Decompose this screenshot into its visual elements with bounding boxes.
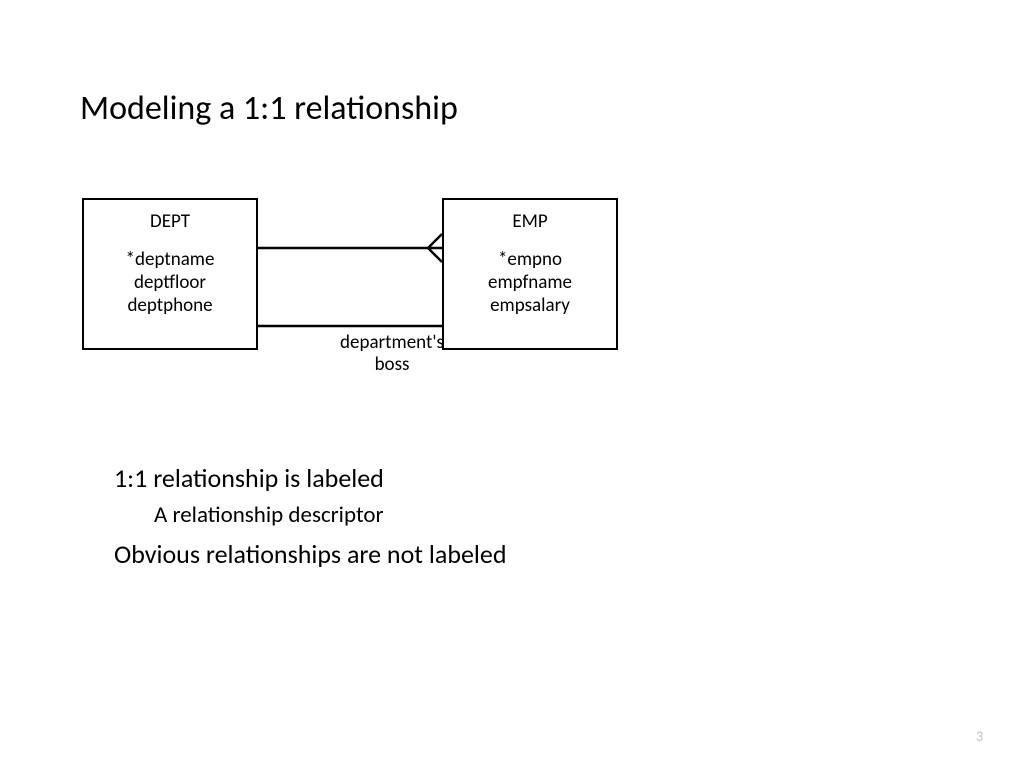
bullet-item-2: Obvious relationships are not labeled <box>96 534 506 574</box>
relationship-label: department's boss <box>327 332 457 376</box>
slide-title: Modeling a 1:1 relationship <box>80 88 458 129</box>
bullet-item-0: 1:1 relationship is labeled <box>96 458 506 498</box>
relationship-label-line-0: department's <box>340 331 444 354</box>
bullet-item-1: A relationship descriptor <box>114 498 506 534</box>
bullet-list: 1:1 relationship is labeled A relationsh… <box>96 458 506 574</box>
er-diagram: DEPT *deptname deptfloor deptphone EMP *… <box>82 198 642 398</box>
page-number: 3 <box>976 728 983 745</box>
relationship-label-line-1: boss <box>375 353 410 376</box>
